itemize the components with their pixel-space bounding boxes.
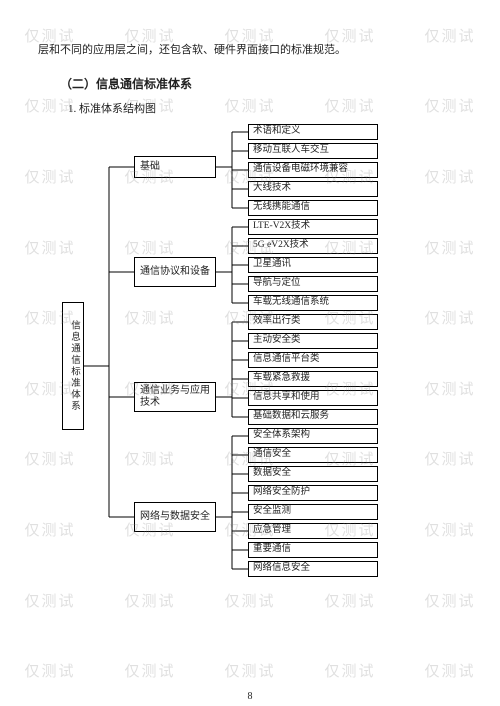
standards-tree-diagram: 信息通信标准体系 基础通信协议和设备通信业务与应用技术网络与数据安全 术语和定义移动… (48, 122, 468, 602)
tree-leaf: 安全体系架构 (248, 428, 378, 444)
tree-leaf: 卫星通讯 (248, 257, 378, 273)
tree-mid-m2: 通信业务与应用技术 (134, 382, 216, 412)
tree-leaf: 5G eV2X技术 (248, 238, 378, 254)
tree-leaf: 车载无线通信系统 (248, 295, 378, 311)
tree-leaf: LTE-V2X技术 (248, 219, 378, 235)
tree-leaf: 车载紧急救援 (248, 371, 378, 387)
tree-leaf: 网络信息安全 (248, 561, 378, 577)
tree-leaf: 通信安全 (248, 447, 378, 463)
tree-mid-m3: 网络与数据安全 (134, 502, 216, 532)
intro-paragraph: 层和不同的应用层之间，还包含软、硬件界面接口的标准规范。 (38, 39, 462, 61)
tree-leaf: 导航与定位 (248, 276, 378, 292)
tree-leaf: 网络安全防护 (248, 485, 378, 501)
tree-leaf: 术语和定义 (248, 124, 378, 140)
tree-leaf: 信息共享和使用 (248, 390, 378, 406)
tree-leaf: 安全监测 (248, 504, 378, 520)
tree-leaf: 主动安全类 (248, 333, 378, 349)
tree-leaf: 应急管理 (248, 523, 378, 539)
tree-leaf: 效率出行类 (248, 314, 378, 330)
tree-leaf: 信息通信平台类 (248, 352, 378, 368)
page-content: 层和不同的应用层之间，还包含软、硬件界面接口的标准规范。 （二）信息通信标准体系… (0, 0, 500, 706)
page-number: 8 (0, 691, 500, 702)
tree-mid-m1: 通信协议和设备 (134, 257, 216, 287)
tree-leaf: 移动互联人车交互 (248, 143, 378, 159)
tree-root: 信息通信标准体系 (62, 302, 84, 430)
tree-leaf: 基础数据和云服务 (248, 409, 378, 425)
tree-leaf: 重要通信 (248, 542, 378, 558)
tree-leaf: 通信设备电磁环境兼容 (248, 162, 378, 178)
tree-leaf: 大线技术 (248, 181, 378, 197)
tree-leaf: 无线携能通信 (248, 200, 378, 216)
subsection-heading: 1. 标准体系结构图 (68, 100, 462, 116)
tree-leaf: 数据安全 (248, 466, 378, 482)
tree-mid-m0: 基础 (134, 156, 216, 178)
section-heading: （二）信息通信标准体系 (60, 75, 462, 92)
